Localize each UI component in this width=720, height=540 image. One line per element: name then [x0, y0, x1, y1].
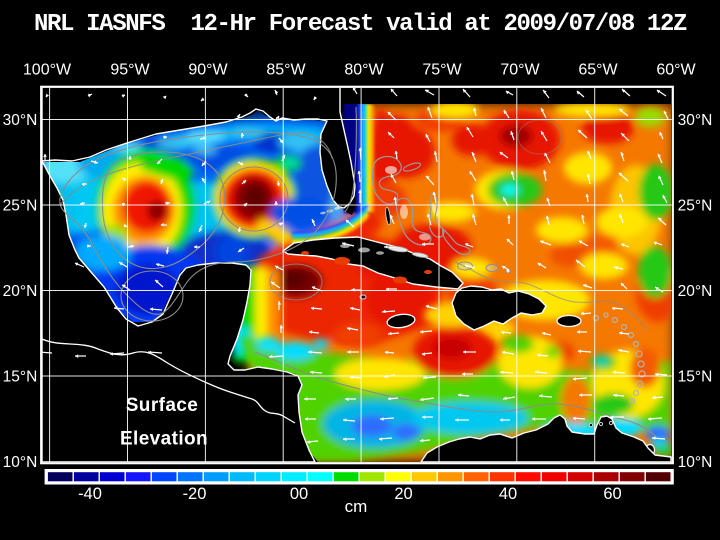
svg-text:15°N: 15°N	[3, 369, 38, 386]
svg-text:65°W: 65°W	[578, 62, 618, 79]
svg-text:Elevation: Elevation	[120, 429, 208, 450]
svg-text:00: 00	[290, 485, 308, 503]
svg-text:10°N: 10°N	[3, 454, 38, 471]
svg-text:20°N: 20°N	[3, 283, 38, 300]
svg-text:70°W: 70°W	[500, 62, 540, 79]
svg-text:30°N: 30°N	[678, 112, 713, 129]
svg-text:cm: cm	[345, 497, 368, 516]
svg-text:30°N: 30°N	[3, 112, 38, 129]
svg-text:90°W: 90°W	[188, 62, 228, 79]
svg-text:100°W: 100°W	[23, 62, 72, 79]
svg-text:60°W: 60°W	[656, 62, 696, 79]
svg-text:75°W: 75°W	[422, 62, 462, 79]
svg-text:NRL IASNFS 12-Hr Forecast val: NRL IASNFS 12-Hr Forecast valid at 2009/…	[34, 11, 687, 38]
svg-text:95°W: 95°W	[110, 62, 150, 79]
svg-text:85°W: 85°W	[266, 62, 306, 79]
svg-text:60: 60	[603, 485, 621, 503]
svg-text:25°N: 25°N	[678, 198, 713, 215]
svg-text:40: 40	[499, 485, 517, 503]
svg-text:20°N: 20°N	[678, 283, 713, 300]
svg-text:-40: -40	[78, 485, 102, 503]
svg-text:80°W: 80°W	[344, 62, 384, 79]
svg-text:15°N: 15°N	[678, 369, 713, 386]
svg-text:20: 20	[394, 485, 412, 503]
svg-text:-20: -20	[183, 485, 207, 503]
svg-text:Surface: Surface	[126, 395, 199, 416]
svg-text:25°N: 25°N	[3, 198, 38, 215]
svg-text:10°N: 10°N	[678, 454, 713, 471]
